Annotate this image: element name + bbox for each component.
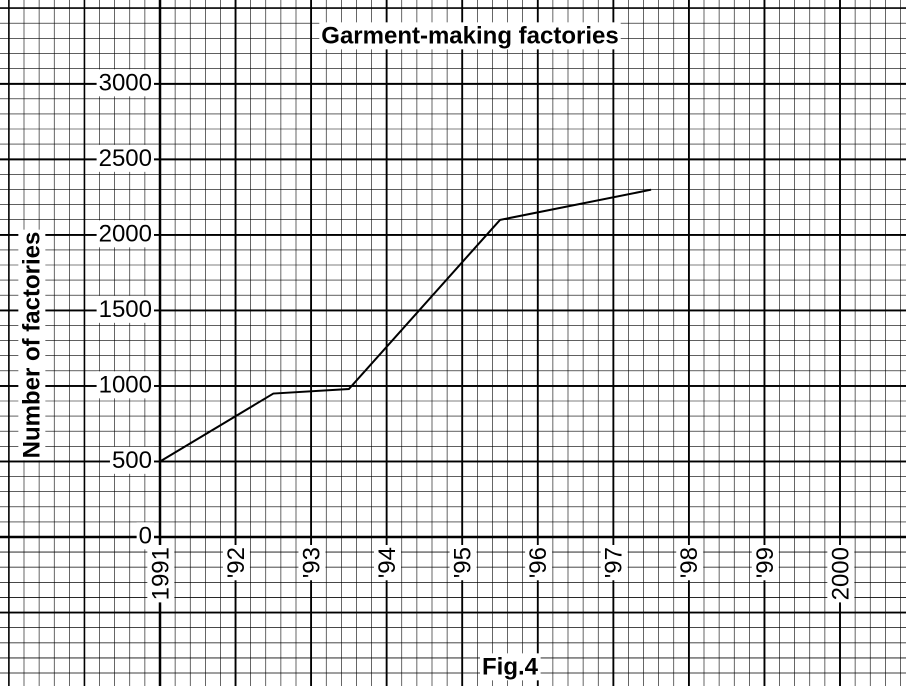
label-bg [319,22,621,50]
label-bg [136,522,154,550]
y-tick-label: 0 [139,522,152,549]
x-tick-label: 2000 [827,547,854,600]
x-tick-label: '99 [752,547,779,578]
label-bg [751,545,779,581]
x-tick-label: '97 [601,547,628,578]
label-bg [96,69,154,97]
y-axis-label: Number of factories [18,232,45,459]
label-bg [96,371,154,399]
caption: Fig.4 [482,653,539,680]
marks [159,188,652,463]
y-tick-label: 2000 [99,220,152,247]
x-tick-label: '95 [450,547,477,578]
x-tick-label: '93 [298,547,325,578]
labels: 0 500 1000 1500 2000 2500 3000 1991 '92 '93 '94 '95… [18,22,855,681]
label-bg [96,295,154,323]
y-tick-label: 3000 [99,69,152,96]
label-bg [525,545,553,581]
x-tick-label: '98 [676,547,703,578]
label-bg [374,545,402,581]
label-bg [676,545,704,581]
label-bg [96,144,154,172]
label-bg [479,653,541,681]
label-bg [449,545,477,581]
label-bg [147,545,175,603]
y-tick-label: 1000 [99,371,152,398]
x-tick-label: '94 [374,547,401,578]
label-bg [298,545,326,581]
label-bg [109,446,154,474]
data-line [159,188,652,463]
label-bg [18,229,46,461]
y-tick-label: 1500 [99,296,152,323]
label-bg [600,545,628,581]
label-bg [96,220,154,248]
y-tick-label: 500 [112,447,152,474]
chart-title: Garment-making factories [321,22,618,49]
x-tick-label: '92 [223,547,250,578]
x-tick-label: '96 [525,547,552,578]
label-bg [222,544,250,581]
y-tick-label: 2500 [99,145,152,172]
x-tick-label: 1991 [147,547,174,600]
label-bg [827,545,855,603]
